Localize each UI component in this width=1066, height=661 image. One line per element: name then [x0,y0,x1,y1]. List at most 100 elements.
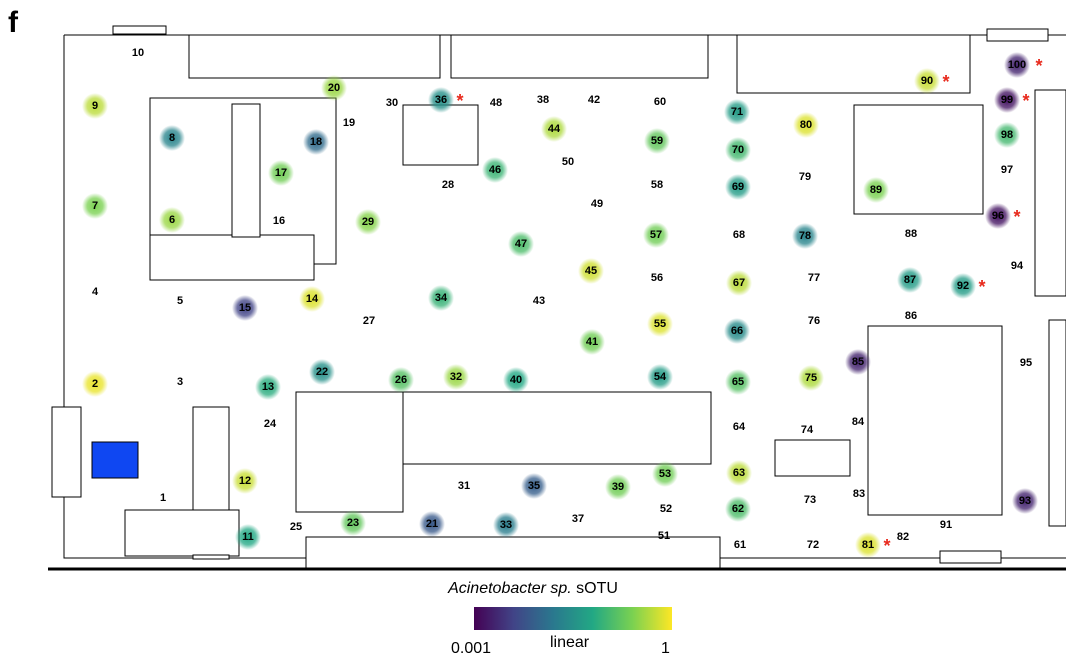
sample-dot [388,367,414,393]
sample-dot [355,209,381,235]
sample-label: 73 [804,494,816,506]
sample-label: 66 [731,325,743,337]
sample-label: 7 [92,200,98,212]
sample-label: 72 [807,539,819,551]
room [51,406,82,498]
sample-label: 1 [160,492,166,504]
sample-label: 76 [808,315,820,327]
sample-label: 69 [732,181,744,193]
sample-dot [792,223,818,249]
room [192,406,230,521]
sample-dot [652,461,678,487]
sample-label: 62 [732,503,744,515]
sample-label: 17 [275,167,287,179]
sample-label: 78 [799,230,811,242]
sample-dot [82,93,108,119]
sample-label: 90 [921,75,933,87]
sample-label: 65 [732,376,744,388]
sample-label: 48 [490,97,502,109]
legend-title-species: Acinetobacter sp. [448,580,572,597]
sample-dot [419,511,445,537]
sample-label: 38 [537,94,549,106]
sample-label: 34 [435,292,448,304]
sample-label: 59 [651,135,663,147]
sample-label: 51 [658,530,670,542]
sample-label: 14 [306,293,319,305]
sample-label: 46 [489,164,501,176]
sample-dot [232,468,258,494]
room [450,34,709,79]
sample-label: 35 [528,480,540,492]
sample-dot [863,177,889,203]
sample-label: 40 [510,374,522,386]
sample-label: 29 [362,216,374,228]
sample-dot [1012,488,1038,514]
sample-label: 54 [654,371,667,383]
sample-label: 25 [290,521,302,533]
sample-dot [232,295,258,321]
sample-label: 49 [591,198,603,210]
room [188,34,441,79]
sample-label: 70 [732,144,744,156]
ceiling-fixture [112,25,167,35]
sample-label: 60 [654,96,666,108]
sample-dot [725,496,751,522]
sample-label: 81 [862,539,874,551]
sample-dot [255,374,281,400]
sample-dot [82,193,108,219]
sample-label: 93 [1019,495,1031,507]
sample-dot [647,364,673,390]
sample-label: 20 [328,82,340,94]
sample-dot [726,460,752,486]
room [149,234,315,281]
significance-asterisk: * [1022,91,1029,111]
significance-asterisk: * [456,91,463,111]
sample-dot [309,359,335,385]
sample-label: 31 [458,480,470,492]
sample-label: 96 [992,210,1004,222]
significance-asterisk: * [1035,56,1042,76]
sample-label: 36 [435,94,447,106]
sample-label: 64 [733,421,746,433]
legend-title-suffix: sOTU [571,580,618,597]
sample-label: 99 [1001,94,1013,106]
sample-dot [541,116,567,142]
door-marker [91,441,139,479]
legend-max-label: 1 [661,640,670,657]
sample-dot [994,87,1020,113]
sample-dot [521,473,547,499]
significance-asterisk: * [883,536,890,556]
sample-dot [793,112,819,138]
legend-title: Acinetobacter sp. sOTU [0,580,1066,598]
room [231,103,261,238]
sample-label: 18 [310,136,322,148]
sample-label: 12 [239,475,251,487]
sample-label: 39 [612,481,624,493]
sample-dot [482,157,508,183]
sample-dot [994,122,1020,148]
sample-dot [268,160,294,186]
sample-dot [443,364,469,390]
room [124,509,240,557]
sample-dot [428,285,454,311]
sample-dot [578,258,604,284]
room [774,439,851,477]
sample-label: 24 [264,418,277,430]
sample-label: 10 [132,47,144,59]
sample-label: 58 [651,179,663,191]
sample-label: 22 [316,366,328,378]
sample-dot [503,367,529,393]
ceiling-fixture [986,28,1049,42]
sample-dot [725,174,751,200]
sample-label: 75 [805,372,817,384]
room [192,554,230,560]
sample-dot [508,231,534,257]
sample-label: 8 [169,132,175,144]
sample-dot [724,99,750,125]
sample-label: 19 [343,117,355,129]
significance-asterisk: * [1013,207,1020,227]
sample-label: 57 [650,229,662,241]
floor-fixture [939,550,1002,564]
room [1048,319,1066,527]
sample-label: 13 [262,381,274,393]
